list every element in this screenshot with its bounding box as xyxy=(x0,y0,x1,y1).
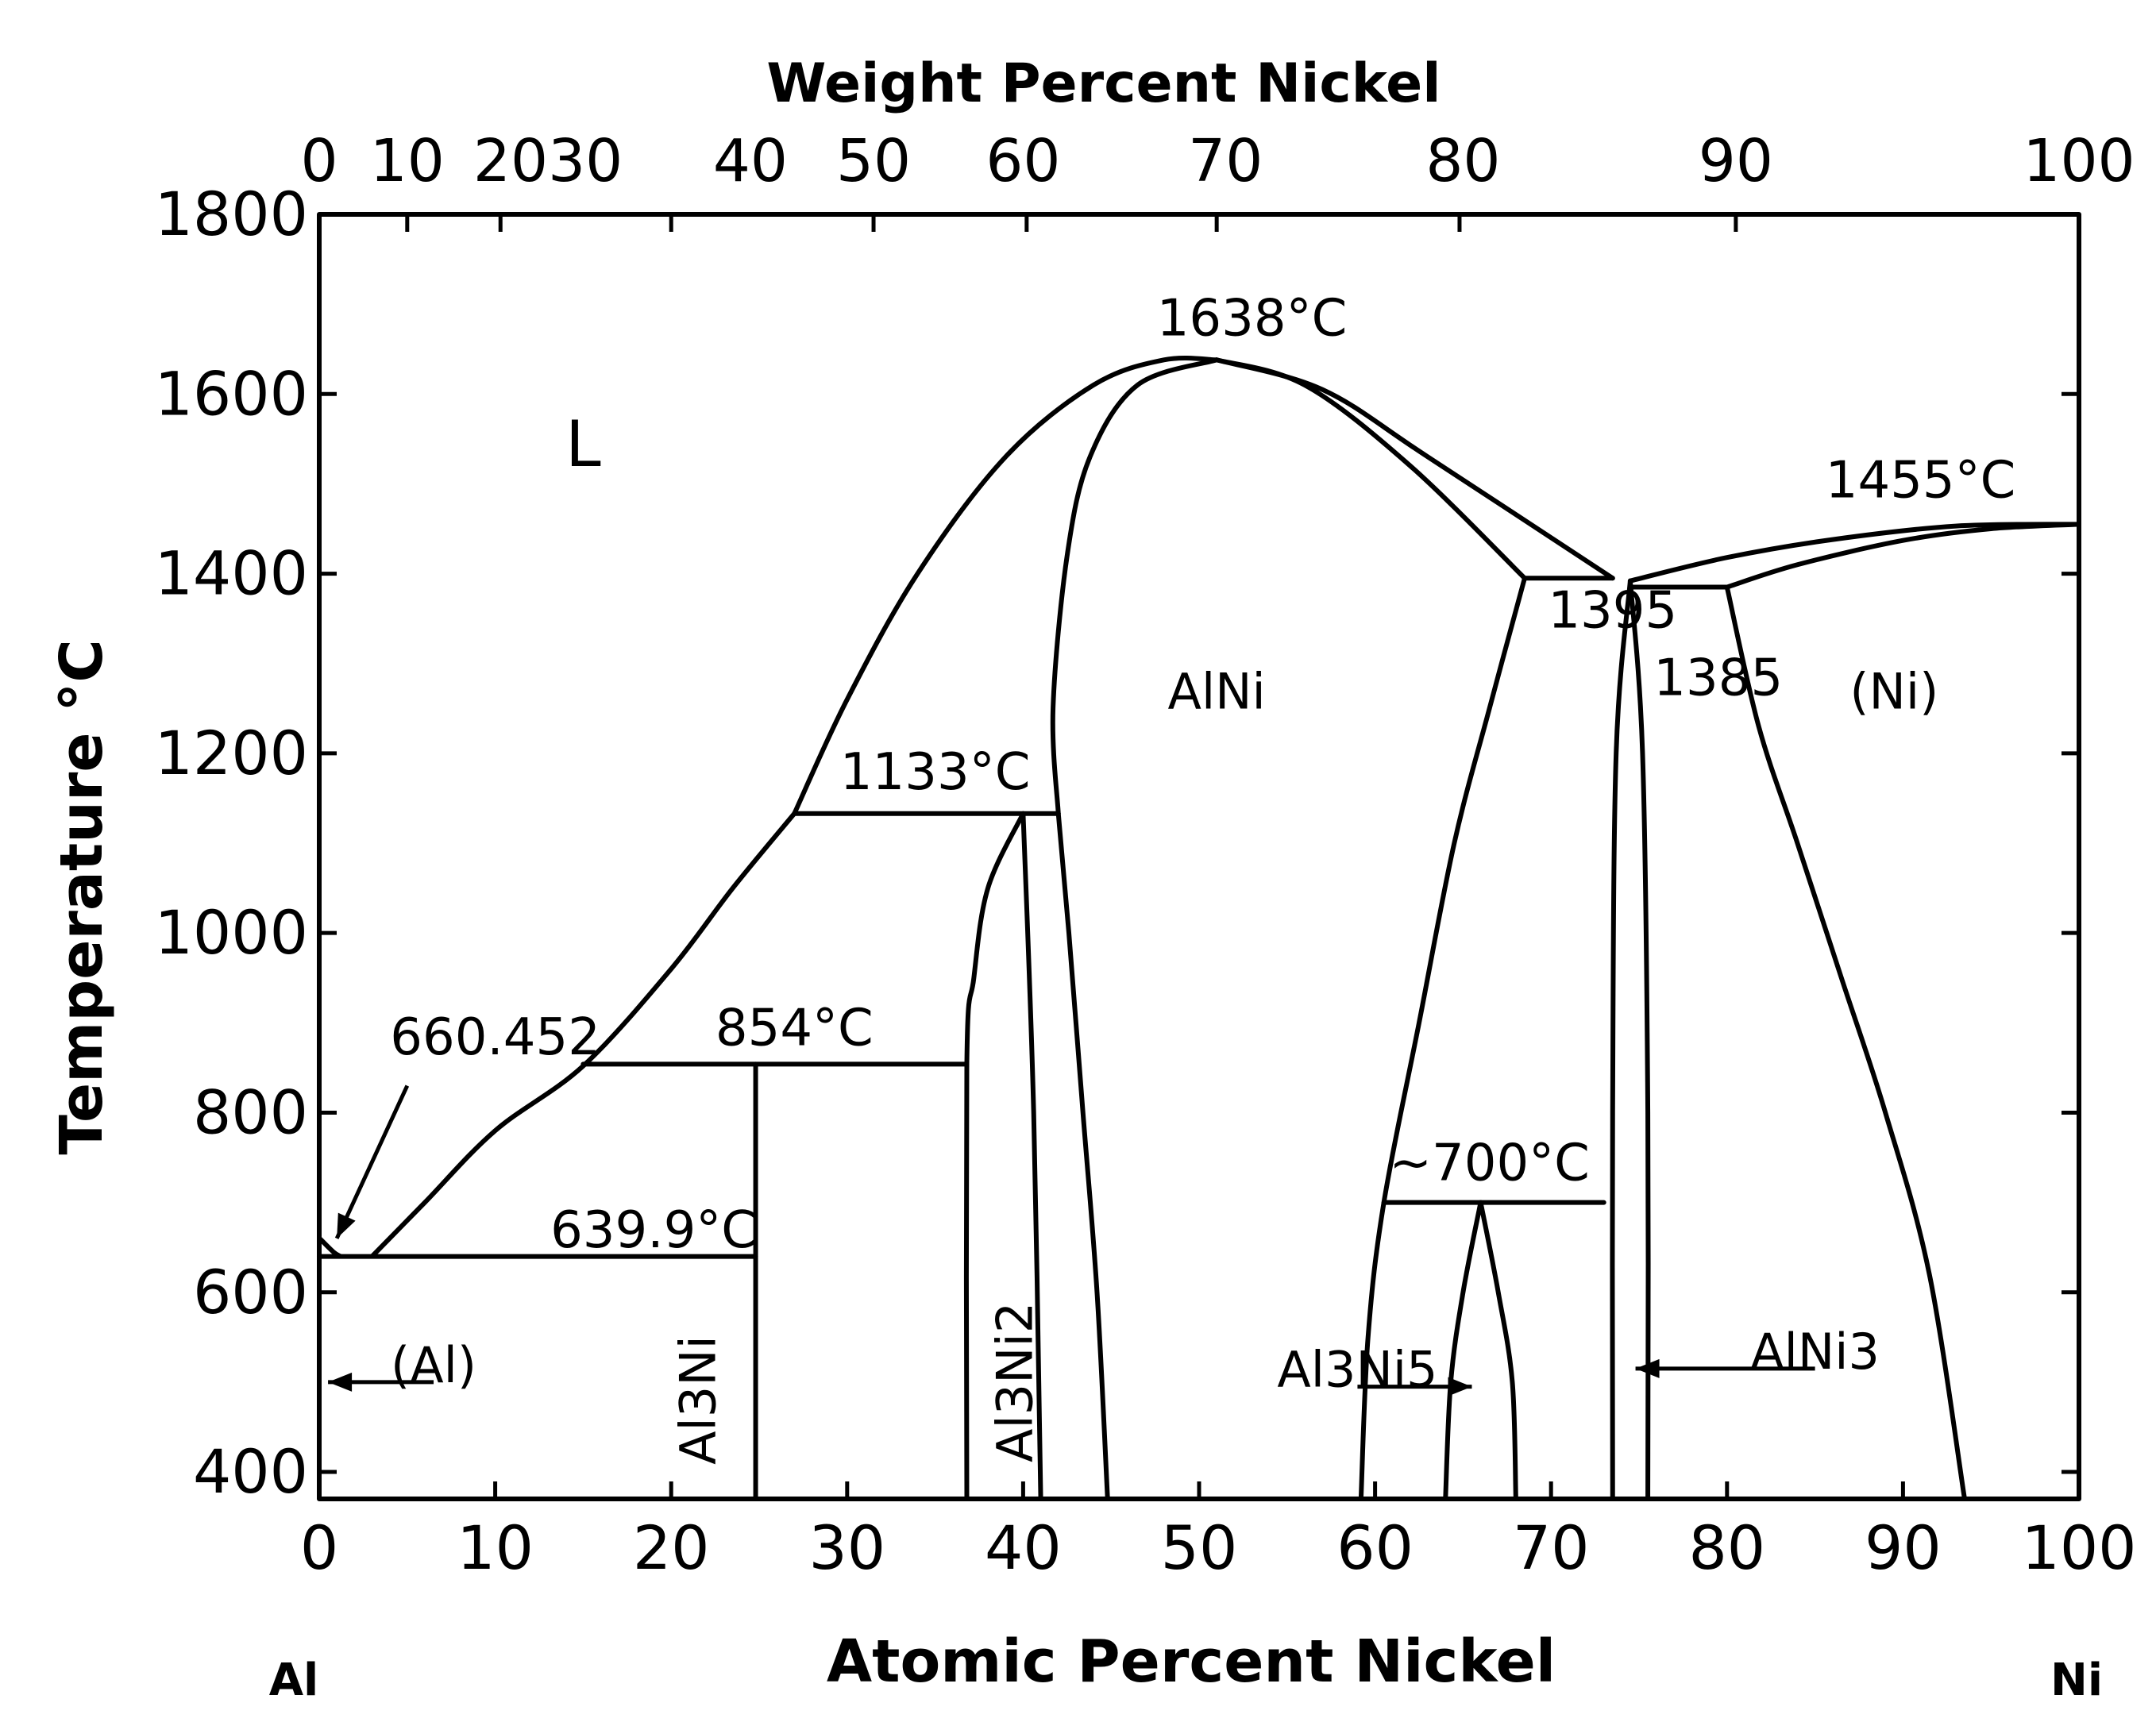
invariant-lines xyxy=(317,576,1730,1259)
x-tick-label: 50 xyxy=(1161,1512,1238,1583)
x-tick-label: 100 xyxy=(2021,1512,2136,1583)
phase-boundary-al3ni2-left xyxy=(963,811,1026,1501)
top-tick-label: 70 xyxy=(1188,127,1263,195)
top-tick-label: 10 xyxy=(370,127,445,195)
y-tick-label: 1800 xyxy=(155,179,308,249)
top-tick-label: 60 xyxy=(985,127,1060,195)
temperature-label: 854°C xyxy=(715,1000,874,1058)
x-tick-label: 20 xyxy=(633,1512,710,1583)
annotation-arrow-line xyxy=(334,1084,410,1239)
annotation-arrow-head xyxy=(1635,1358,1660,1378)
diagram-labels: L AlNi (Ni) (Al) Al3Ni Al3Ni2 Al3Ni5 AlNi3 1638°… xyxy=(390,290,2015,1465)
temperature-label: 1395 xyxy=(1548,581,1677,640)
temperature-label: 1455°C xyxy=(1826,451,2016,510)
x-tick-label: 90 xyxy=(1865,1512,1942,1583)
phase-boundary-alni-solidus-right xyxy=(1214,357,1615,581)
temperature-label: 1385 xyxy=(1653,649,1783,707)
axis-ticks: 0 10 20 30 40 50 60 70 80 90 100400600800100012001… xyxy=(155,127,2137,1583)
y-tick-label: 400 xyxy=(193,1436,308,1507)
y-tick-label: 1000 xyxy=(155,897,308,968)
top-tick-label: 2030 xyxy=(473,127,623,195)
temperature-label: 639.9°C xyxy=(550,1201,757,1260)
phase-boundary-alni-liquidus-right xyxy=(1214,357,1527,581)
phase-boundary-ni-liquidus xyxy=(1627,522,2081,584)
endpoint-label-ni: Ni xyxy=(2050,1655,2103,1706)
annotation-arrow-head xyxy=(1448,1377,1472,1396)
phase-label: (Al) xyxy=(391,1336,476,1394)
phase-boundary-ni-solidus xyxy=(1724,522,2081,590)
temperature-label: 660.452 xyxy=(390,1008,600,1067)
y-axis-label: Temperature °C xyxy=(48,639,116,1154)
phase-label: Al3Ni xyxy=(669,1335,727,1465)
temperature-label: 1638°C xyxy=(1157,290,1348,349)
phase-boundary-ni-solvus xyxy=(1724,584,1967,1501)
temperature-label: ~700°C xyxy=(1389,1134,1589,1192)
phase-boundary-al3ni2-right xyxy=(1020,811,1043,1501)
top-tick-label: 0 xyxy=(300,127,337,195)
phase-boundaries xyxy=(317,355,2081,1501)
annotation-arrows xyxy=(328,1084,1815,1396)
x-tick-label: 70 xyxy=(1513,1512,1590,1583)
phase-boundary-alni3-right xyxy=(1627,578,1651,1501)
phase-boundary-alni-solidus-left xyxy=(1050,357,1220,816)
phase-label: (Ni) xyxy=(1849,662,1938,720)
x-tick-label: 0 xyxy=(300,1512,338,1583)
top-tick-label: 80 xyxy=(1425,127,1500,195)
x-tick-label: 80 xyxy=(1688,1512,1765,1583)
x-axis-label: Atomic Percent Nickel xyxy=(827,1628,1556,1696)
phase-label: AlNi xyxy=(1168,662,1266,720)
phase-boundary-alni-ni-rich-solvus xyxy=(1358,576,1527,1501)
top-axis-label: Weight Percent Nickel xyxy=(766,52,1441,115)
x-tick-label: 10 xyxy=(457,1512,534,1583)
y-tick-label: 1600 xyxy=(155,358,308,429)
y-tick-label: 1200 xyxy=(155,718,308,788)
x-tick-label: 30 xyxy=(808,1512,885,1583)
phase-label: Al3Ni5 xyxy=(1277,1341,1437,1399)
top-tick-label: 40 xyxy=(713,127,788,195)
phase-boundary-al3ni5-left xyxy=(1443,1200,1483,1501)
endpoint-label-al: Al xyxy=(269,1655,319,1706)
x-tick-label: 40 xyxy=(985,1512,1062,1583)
temperature-label: 1133°C xyxy=(840,743,1031,802)
top-tick-label: 90 xyxy=(1699,127,1773,195)
annotation-arrow-head xyxy=(328,1372,353,1392)
phase-boundary-liquidus-alni-left xyxy=(792,355,1220,816)
phase-boundary-al3ni5-right xyxy=(1478,1200,1518,1501)
x-tick-label: 60 xyxy=(1336,1512,1414,1583)
top-tick-label: 50 xyxy=(836,127,911,195)
phase-label: L xyxy=(565,407,601,481)
y-tick-label: 800 xyxy=(193,1077,308,1147)
phase-boundary-alni3-left xyxy=(1610,578,1633,1501)
phase-boundary-al-solidus xyxy=(317,1235,343,1259)
y-tick-label: 1400 xyxy=(155,538,308,609)
phase-label: Al3Ni2 xyxy=(985,1302,1043,1462)
y-tick-label: 600 xyxy=(193,1257,308,1327)
top-tick-label: 100 xyxy=(2023,127,2135,195)
phase-label: AlNi3 xyxy=(1750,1323,1880,1381)
annotation-arrow-head xyxy=(337,1212,356,1239)
phase-boundary-alni-al-rich-solvus xyxy=(1055,811,1110,1501)
